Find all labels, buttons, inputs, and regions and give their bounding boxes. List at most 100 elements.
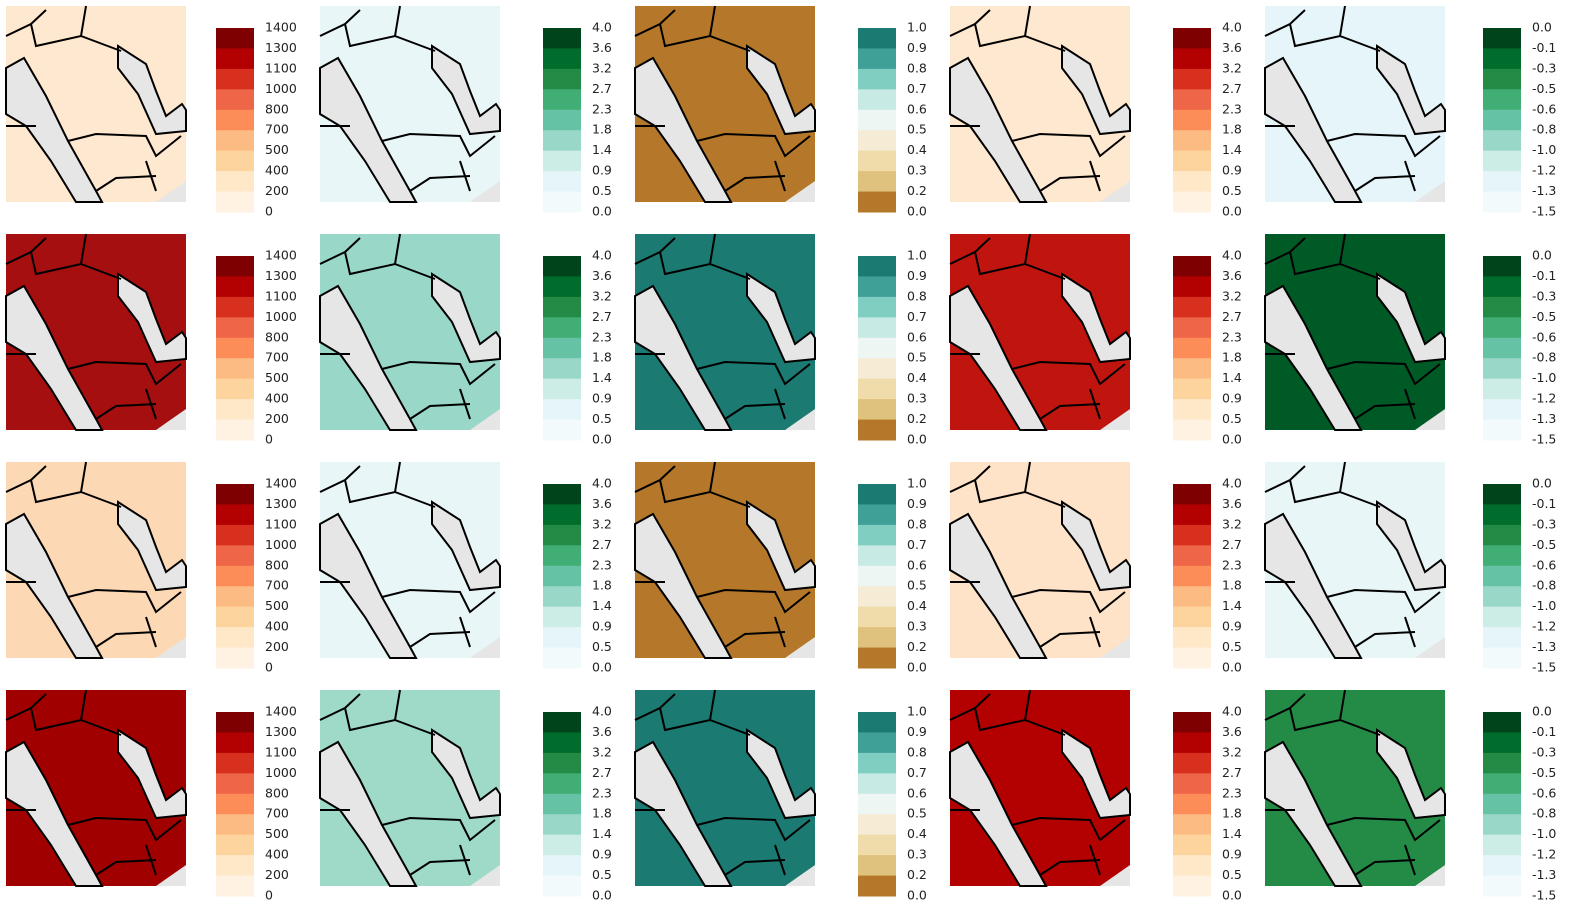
colorbar-swatch <box>1173 814 1211 835</box>
colorbar-swatch <box>858 566 896 587</box>
colorbar-swatch <box>543 753 581 774</box>
colorbar-swatch <box>543 338 581 359</box>
colorbar-swatch <box>543 712 581 733</box>
tick-label: 1.0 <box>907 248 927 263</box>
colorbar-swatch <box>1483 607 1521 628</box>
tick-label: -1.0 <box>1532 826 1556 841</box>
colorbar-swatch <box>216 773 254 794</box>
tick-label: 1.4 <box>592 826 612 841</box>
tick-label: -0.6 <box>1532 785 1556 800</box>
tick-label: 2.7 <box>1222 765 1242 780</box>
tick-label: 0.5 <box>907 122 927 137</box>
tick-label: 4.0 <box>592 704 612 719</box>
tick-label: 1100 <box>265 288 297 303</box>
tick-label: 1300 <box>265 724 297 739</box>
tick-label: 400 <box>265 619 289 634</box>
tick-label: 0.5 <box>907 350 927 365</box>
colorbar-swatch <box>858 504 896 525</box>
tick-label: 0.9 <box>1222 619 1242 634</box>
tick-label: 0.8 <box>907 744 927 759</box>
tick-label: 0.5 <box>907 578 927 593</box>
tick-label: 0.7 <box>907 309 927 324</box>
tick-label: 1.8 <box>592 350 612 365</box>
tick-label: 1400 <box>265 476 297 491</box>
tick-label: 0.9 <box>592 619 612 634</box>
tick-label: 1100 <box>265 516 297 531</box>
tick-label: 3.6 <box>1222 40 1242 55</box>
colorbar-swatch <box>858 712 896 733</box>
colorbar-swatch <box>1483 732 1521 753</box>
tick-label: 0.0 <box>907 432 927 447</box>
tick-label: 3.6 <box>1222 268 1242 283</box>
colorbar-swatch <box>216 814 254 835</box>
colorbar-swatch <box>1173 420 1211 441</box>
colorbar-swatch <box>1483 814 1521 835</box>
tick-label: 0.9 <box>1222 847 1242 862</box>
colorbar-swatch <box>1483 712 1521 733</box>
tick-label: 1000 <box>265 765 297 780</box>
colorbar-swatch <box>216 171 254 192</box>
tick-label: 0.5 <box>907 806 927 821</box>
colorbar-swatch <box>1483 379 1521 400</box>
tick-label: 1.4 <box>1222 370 1242 385</box>
tick-label: 0.5 <box>1222 411 1242 426</box>
tick-label: -0.1 <box>1532 268 1556 283</box>
tick-label: -1.3 <box>1532 183 1556 198</box>
colorbar-swatch <box>1483 525 1521 546</box>
tick-label: -0.3 <box>1532 516 1556 531</box>
colorbar-swatch <box>1173 110 1211 131</box>
colorbar-swatch <box>1483 566 1521 587</box>
tick-label: -0.1 <box>1532 724 1556 739</box>
tick-label: 1400 <box>265 704 297 719</box>
colorbar-swatch <box>216 110 254 131</box>
colorbar-swatch <box>543 504 581 525</box>
tick-label: 0.0 <box>907 888 927 903</box>
tick-label: 1100 <box>265 744 297 759</box>
tick-label: 0.0 <box>1222 204 1242 219</box>
colorbar-swatch <box>543 566 581 587</box>
colorbar-swatch <box>1483 484 1521 505</box>
colorbar-swatch <box>1483 876 1521 897</box>
colorbar-swatch <box>1173 130 1211 151</box>
colorbar-swatch <box>216 89 254 110</box>
tick-label: 2.7 <box>1222 81 1242 96</box>
colorbar-swatch <box>216 794 254 815</box>
colorbar-swatch <box>858 876 896 897</box>
tick-label: 0.4 <box>907 598 927 613</box>
colorbar-swatch <box>1483 504 1521 525</box>
map-panel <box>950 6 1130 202</box>
colorbar-swatch <box>1173 876 1211 897</box>
colorbar-swatch <box>216 338 254 359</box>
tick-label: -0.6 <box>1532 101 1556 116</box>
tick-label: 1.8 <box>592 122 612 137</box>
tick-label: 0.2 <box>907 411 927 426</box>
colorbar-swatch <box>216 297 254 318</box>
colorbar-swatch <box>216 399 254 420</box>
tick-label: 4.0 <box>1222 248 1242 263</box>
colorbar-swatch <box>858 379 896 400</box>
colorbar-swatch <box>216 627 254 648</box>
tick-label: 1000 <box>265 537 297 552</box>
tick-label: 800 <box>265 557 289 572</box>
tick-label: 1.0 <box>907 704 927 719</box>
colorbar-swatch <box>858 192 896 213</box>
colorbar-swatch <box>216 151 254 172</box>
tick-label: -0.3 <box>1532 744 1556 759</box>
tick-label: -1.3 <box>1532 639 1556 654</box>
colorbar-swatch <box>216 607 254 628</box>
colorbar-swatch <box>858 110 896 131</box>
colorbar-swatch <box>216 876 254 897</box>
colorbar-swatch <box>1173 855 1211 876</box>
colorbar-swatch <box>216 566 254 587</box>
colorbar-swatch <box>543 484 581 505</box>
tick-label: 0 <box>265 660 273 675</box>
colorbar-swatch <box>1173 484 1211 505</box>
colorbar-swatch <box>1173 28 1211 49</box>
tick-label: -0.6 <box>1532 329 1556 344</box>
tick-label: 0.2 <box>907 183 927 198</box>
colorbar-swatch <box>216 69 254 90</box>
colorbar-swatch <box>1483 586 1521 607</box>
colorbar-swatch <box>1173 171 1211 192</box>
tick-label: 400 <box>265 391 289 406</box>
tick-label: 3.2 <box>1222 60 1242 75</box>
